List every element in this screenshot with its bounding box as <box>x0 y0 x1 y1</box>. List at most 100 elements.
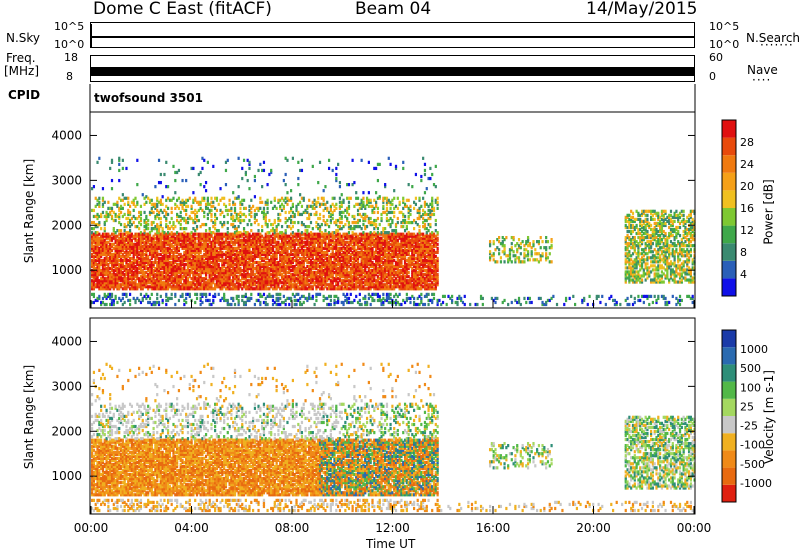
heatmap-cell <box>302 271 305 275</box>
heatmap-cell <box>109 236 112 240</box>
heatmap-cell <box>246 298 249 303</box>
heatmap-cell <box>360 198 363 202</box>
heatmap-cell <box>344 281 347 285</box>
heatmap-cell <box>143 258 146 263</box>
heatmap-cell <box>262 287 266 291</box>
heatmap-cell <box>299 242 302 246</box>
heatmap-cell <box>342 260 345 265</box>
heatmap-cell <box>237 250 240 255</box>
heatmap-cell <box>288 256 291 261</box>
heatmap-cell <box>358 298 361 303</box>
heatmap-cell <box>181 244 184 248</box>
heatmap-cell <box>127 254 130 259</box>
heatmap-cell <box>289 273 293 277</box>
heatmap-cell <box>360 158 363 162</box>
heatmap-cell <box>183 227 186 231</box>
heatmap-cell <box>309 234 313 238</box>
heatmap-cell <box>349 196 352 200</box>
heatmap-cell <box>166 296 170 301</box>
heatmap-cell <box>224 246 228 250</box>
heatmap-cell <box>253 220 257 225</box>
heatmap-cell <box>228 234 231 238</box>
heatmap-cell <box>284 268 287 273</box>
heatmap-cell <box>367 277 370 281</box>
cpid-value: twofsound 3501 <box>94 91 203 105</box>
heatmap-cell <box>253 302 257 307</box>
heatmap-cell <box>275 296 278 301</box>
heatmap-cell <box>257 234 260 238</box>
heatmap-cell <box>351 256 354 261</box>
heatmap-cell <box>177 262 181 267</box>
heatmap-cell <box>138 250 141 255</box>
heatmap-cell <box>326 250 329 255</box>
heatmap-cell <box>136 254 139 259</box>
heatmap-cell <box>166 273 170 277</box>
heatmap-cell <box>369 264 372 269</box>
heatmap-cell <box>244 231 247 235</box>
heatmap-cell <box>295 298 298 303</box>
heatmap-cell <box>237 254 240 259</box>
heatmap-cell <box>333 242 336 246</box>
heatmap-cell <box>201 236 204 240</box>
heatmap-cell <box>199 275 202 279</box>
heatmap-cell <box>206 254 209 259</box>
heatmap-cell <box>355 285 358 289</box>
heatmap-cell <box>252 232 255 236</box>
heatmap-cell <box>157 212 161 217</box>
heatmap-cell <box>304 296 307 301</box>
heatmap-cell <box>242 244 246 248</box>
heatmap-cell <box>154 246 157 250</box>
heatmap-cell <box>154 240 157 244</box>
heatmap-cell <box>308 279 311 283</box>
heatmap-cell <box>96 281 99 285</box>
heatmap-cell <box>156 196 159 200</box>
heatmap-cell <box>127 238 130 242</box>
heatmap-cell <box>96 216 99 221</box>
heatmap-cell <box>259 277 262 281</box>
heatmap-cell <box>92 227 96 231</box>
heatmap-cell <box>342 258 345 263</box>
heatmap-cell <box>349 300 352 305</box>
heatmap-cell <box>121 193 124 197</box>
heatmap-cell <box>118 168 121 173</box>
heatmap-cell <box>165 238 168 242</box>
heatmap-cell <box>221 279 224 283</box>
heatmap-cell <box>299 277 302 281</box>
heatmap-cell <box>141 256 144 261</box>
heatmap-cell <box>259 246 262 250</box>
heatmap-cell <box>293 302 296 307</box>
heatmap-cell <box>223 281 226 285</box>
heatmap-cell <box>318 266 322 271</box>
heatmap-cell <box>192 200 195 204</box>
heatmap-cell <box>194 208 197 213</box>
heatmap-cell <box>237 242 240 246</box>
heatmap-cell <box>289 246 293 250</box>
heatmap-cell <box>309 212 313 217</box>
heatmap-cell <box>365 202 369 206</box>
heatmap-cell <box>299 273 302 277</box>
heatmap-cell <box>280 273 284 277</box>
heatmap-cell <box>156 198 159 202</box>
heatmap-cell <box>197 172 200 177</box>
heatmap-cell <box>139 248 143 252</box>
heatmap-cell <box>109 296 112 301</box>
heatmap-cell <box>179 218 182 223</box>
heatmap-cell <box>297 238 300 242</box>
heatmap-cell <box>244 260 247 265</box>
heatmap-cell <box>338 232 342 236</box>
heatmap-cell <box>141 232 144 236</box>
heatmap-cell <box>101 248 105 252</box>
heatmap-cell <box>170 231 173 235</box>
heatmap-cell <box>257 298 260 303</box>
heatmap-cell <box>233 262 237 267</box>
heatmap-cell <box>360 238 363 242</box>
heatmap-cell <box>233 285 237 289</box>
heatmap-cell <box>244 254 247 259</box>
heatmap-cell <box>353 250 356 255</box>
heatmap-cell <box>172 220 175 225</box>
heatmap-cell <box>253 273 257 277</box>
heatmap-cell <box>271 258 275 263</box>
heatmap-cell <box>248 208 251 213</box>
heatmap-cell <box>152 252 155 257</box>
heatmap-cell <box>159 222 162 227</box>
